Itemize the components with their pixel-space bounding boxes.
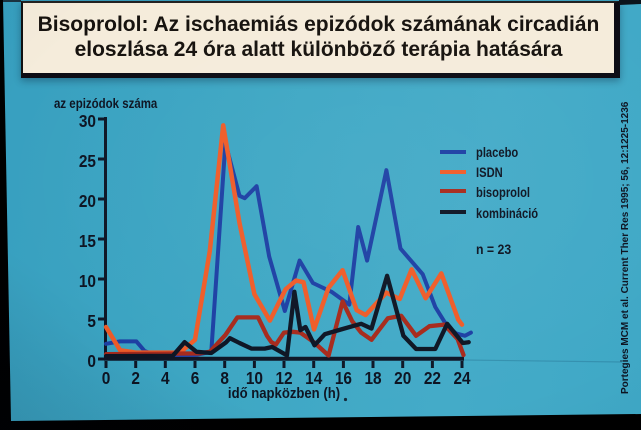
svg-text:kombináció: kombináció [476, 206, 538, 221]
svg-text:Portegies MCM et al. Current T: Portegies MCM et al. Current Ther Res 19… [620, 101, 631, 394]
svg-text:12: 12 [275, 369, 292, 388]
svg-text:20: 20 [394, 369, 411, 388]
svg-text:10: 10 [246, 369, 263, 388]
svg-text:22: 22 [424, 369, 441, 388]
svg-text:bisoprolol: bisoprolol [476, 185, 530, 200]
svg-text:10: 10 [79, 272, 96, 291]
svg-text:az epizódok száma: az epizódok száma [54, 95, 158, 111]
svg-text:0: 0 [102, 369, 111, 388]
svg-text:2: 2 [131, 369, 140, 388]
svg-text:15: 15 [79, 232, 96, 251]
svg-text:6: 6 [191, 369, 200, 388]
svg-text:30: 30 [79, 112, 96, 131]
svg-text:4: 4 [161, 369, 170, 388]
svg-text:16: 16 [335, 369, 352, 388]
svg-text:18: 18 [364, 369, 381, 388]
svg-text:idő napközben (h): idő napközben (h) [228, 384, 340, 401]
svg-text:20: 20 [79, 192, 96, 211]
svg-text:5: 5 [87, 312, 96, 331]
svg-text:0: 0 [87, 352, 96, 371]
svg-text:14: 14 [305, 369, 323, 388]
svg-text:ISDN: ISDN [476, 165, 503, 180]
svg-text:24: 24 [453, 369, 471, 388]
svg-text:8: 8 [220, 369, 229, 388]
svg-text:25: 25 [79, 152, 96, 171]
svg-text:placebo: placebo [476, 145, 518, 160]
svg-text:n = 23: n = 23 [476, 241, 511, 257]
